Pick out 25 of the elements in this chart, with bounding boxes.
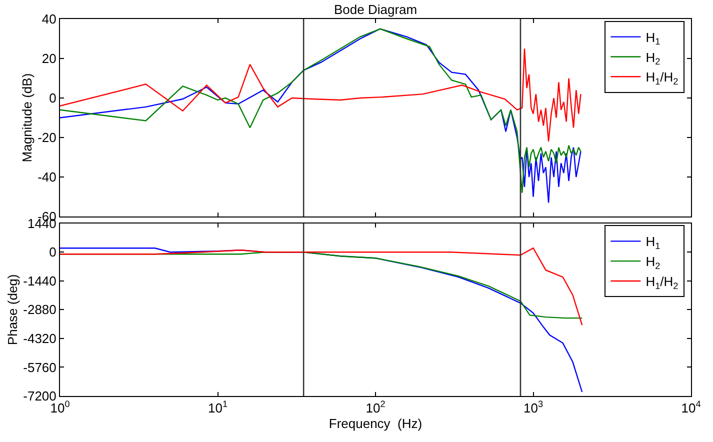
y-tick-label: -7200 [23, 388, 56, 404]
y-tick-label: 0 [49, 244, 56, 260]
legend-label: H$_{1}$ [646, 30, 660, 47]
legend-label: H$_{1}$ [646, 234, 660, 251]
y-tick-label: -1440 [23, 273, 56, 288]
y-tick-label: -5760 [23, 360, 56, 375]
x-tick-label: 10$^{1}$ [208, 399, 228, 416]
y-axis-title: Magnitude (dB) [20, 73, 35, 162]
y-axis-title: Phase (deg) [5, 274, 20, 346]
legend-label: H$_{1}$/H$_{2}$ [646, 70, 678, 86]
legend-label: H$_{2}$ [646, 50, 660, 67]
y-tick-label: -20 [38, 130, 56, 146]
y-tick-label: -4320 [23, 330, 56, 346]
y-tick-label: 40 [42, 12, 56, 27]
y-tick-label: 20 [42, 51, 56, 66]
x-tick-label: 10$^{3}$ [523, 399, 544, 416]
legend-label: H$_{2}$ [646, 254, 660, 271]
y-tick-label: -40 [38, 170, 56, 185]
x-tick-label: 10$^{4}$ [681, 399, 701, 416]
y-tick-label: -2880 [23, 302, 56, 318]
y-tick-label: 0 [49, 90, 56, 106]
chart-title: Bode Diagram [334, 2, 418, 17]
x-axis-title: Frequency (Hz) [328, 416, 422, 432]
x-tick-label: 10$^{2}$ [366, 399, 386, 416]
legend-label: H$_{1}$/H$_{2}$ [646, 274, 678, 291]
